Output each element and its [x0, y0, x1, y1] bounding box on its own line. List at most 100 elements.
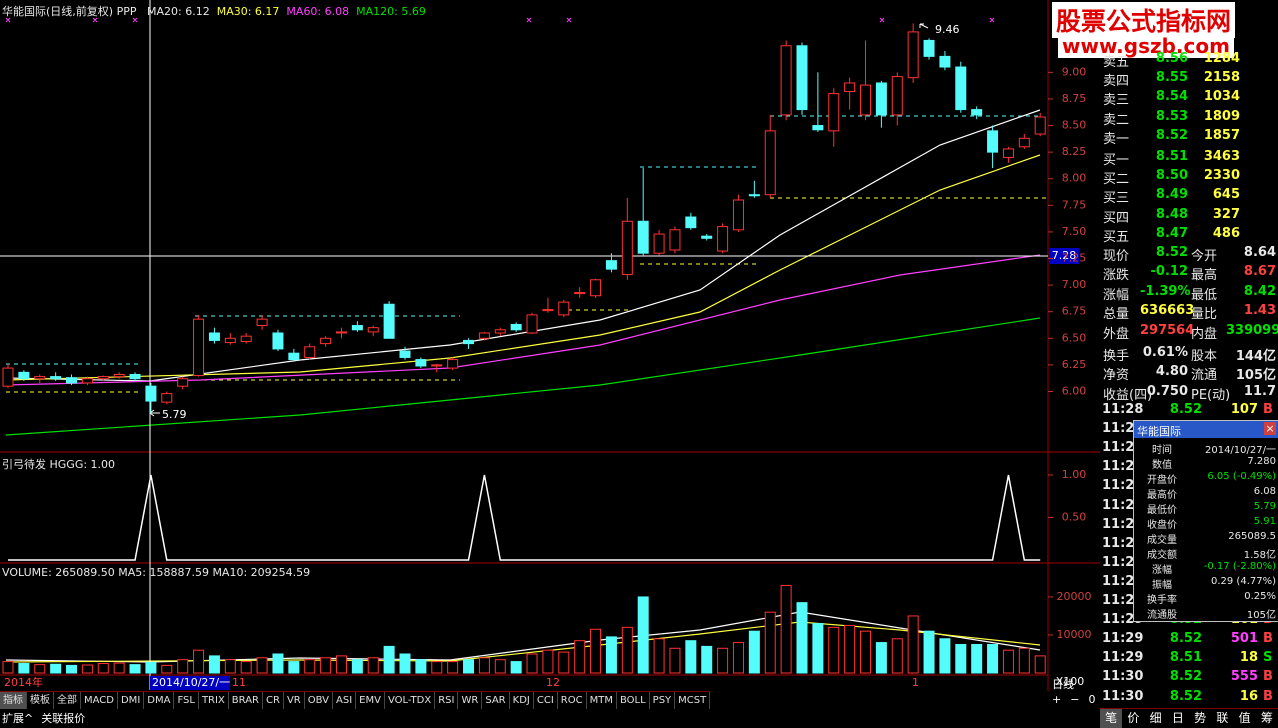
book-label: 买一	[1103, 153, 1130, 168]
zoom-reset[interactable]: 0	[1088, 693, 1096, 706]
tab[interactable]: 模板	[27, 692, 54, 709]
stat-label: 净资	[1103, 368, 1130, 384]
support-line	[6, 197, 1048, 393]
tab[interactable]: BRAR	[229, 692, 263, 709]
date-label: 2014年	[4, 675, 43, 689]
resistance-line	[6, 115, 1040, 365]
tab[interactable]: ROC	[558, 692, 587, 709]
popup-close[interactable]: ×	[1264, 422, 1276, 435]
popup-label: 成交量	[1147, 535, 1177, 546]
candle-body	[383, 303, 395, 339]
book-label: 卖五	[1103, 55, 1130, 70]
candle-body	[494, 329, 506, 334]
tab[interactable]: ASI	[333, 692, 357, 709]
tab[interactable]: SAR	[482, 692, 510, 709]
candle-body	[399, 350, 411, 358]
candle-body	[224, 337, 236, 344]
tab[interactable]: 联	[1216, 711, 1229, 725]
volume-bar	[177, 659, 189, 674]
bottom-tab[interactable]: 扩展^	[2, 712, 34, 725]
stat-value: 0.61%	[1142, 345, 1188, 360]
candle-body	[431, 364, 443, 367]
tab[interactable]: RSI	[435, 692, 459, 709]
volume-bar	[732, 642, 744, 674]
candle-body	[478, 332, 490, 339]
book-price: 8.55	[1155, 70, 1188, 86]
tab[interactable]: CR	[263, 692, 284, 709]
volume-bar	[320, 657, 332, 674]
bottom-tabs: 扩展^ 关联报价	[2, 710, 85, 726]
tab[interactable]: KDJ	[510, 692, 534, 709]
zoom-in[interactable]: +	[1052, 693, 1062, 706]
candle-body	[558, 301, 570, 316]
tab[interactable]: 笔	[1100, 709, 1123, 728]
tab[interactable]: FSL	[174, 692, 199, 709]
book-price: 8.52	[1155, 127, 1188, 143]
volume-bar	[701, 645, 713, 674]
book-label: 买二	[1103, 172, 1130, 188]
tab[interactable]: VOL-TDX	[385, 692, 436, 709]
volume-bar	[796, 602, 808, 674]
tab[interactable]: 细	[1149, 711, 1162, 725]
tick-time: 11:29	[1102, 631, 1144, 647]
candle-body	[510, 323, 522, 331]
candle-body	[748, 194, 760, 197]
tab[interactable]: 值	[1238, 711, 1251, 725]
bottom-tab[interactable]: 关联报价	[41, 712, 86, 725]
volume-bar	[987, 643, 999, 674]
popup-value: 6.05 (-0.49%)	[1207, 471, 1276, 482]
tab[interactable]: VR	[284, 692, 305, 709]
tab[interactable]: BOLL	[617, 692, 650, 709]
book-label: 买五	[1103, 229, 1130, 245]
volume-bar	[81, 664, 93, 674]
tab[interactable]: 价	[1127, 711, 1140, 725]
tab[interactable]: 筹	[1260, 711, 1273, 725]
tick-time: 11:28	[1102, 402, 1144, 417]
candle-body	[1018, 137, 1030, 148]
candle-body	[240, 335, 252, 342]
tab[interactable]: 势	[1194, 711, 1207, 725]
tick-volume: 555	[1230, 669, 1258, 685]
tab[interactable]: DMI	[118, 692, 145, 709]
tab[interactable]: OBV	[305, 692, 333, 709]
popup-label: 收盘价	[1147, 520, 1177, 531]
y-tick-label: 1.00	[1062, 468, 1087, 481]
y-tick-label: 7.00	[1062, 278, 1087, 291]
tab[interactable]: WR	[458, 692, 483, 709]
book-volume: 645	[1212, 187, 1240, 203]
volume-bar	[97, 662, 109, 674]
candle-body	[590, 279, 602, 297]
popup-value: 105亿	[1246, 610, 1276, 621]
chart-header: 华能国际(日线,前复权) PPP MA20: 6.12 MA30: 6.17 M…	[2, 3, 426, 19]
y-tick-label: 6.25	[1062, 358, 1087, 371]
candle-body	[145, 385, 157, 402]
tick-time: 11:30	[1102, 688, 1144, 704]
tab[interactable]: MACD	[81, 692, 118, 709]
tab[interactable]: CCI	[534, 692, 558, 709]
candle-body	[335, 331, 347, 334]
popup-title: 华能国际	[1137, 425, 1181, 438]
candle-body	[955, 66, 967, 111]
indicator-line	[8, 474, 1041, 561]
popup-label: 涨幅	[1152, 565, 1172, 576]
tab[interactable]: TRIX	[199, 692, 229, 709]
volume-bar	[50, 663, 62, 674]
zoom-out[interactable]: −	[1070, 693, 1080, 706]
period-label[interactable]: 日线	[1052, 678, 1074, 691]
ma20-line	[5, 109, 1041, 382]
tab[interactable]: DMA	[144, 692, 175, 709]
volume-bar	[574, 640, 586, 674]
tab[interactable]: MTM	[587, 692, 617, 709]
volume-bar	[494, 659, 506, 674]
tab[interactable]: PSY	[650, 692, 676, 709]
tab[interactable]: 全部	[54, 692, 81, 709]
tab[interactable]: 指标	[0, 692, 27, 709]
popup-label: 开盘价	[1147, 475, 1177, 486]
tab[interactable]: EMV	[356, 692, 385, 709]
stat-value: 105亿	[1235, 368, 1276, 384]
candle-body	[1034, 116, 1046, 135]
candle-body	[129, 373, 141, 380]
tab[interactable]: 日	[1171, 711, 1184, 725]
tab[interactable]: MCST	[675, 692, 711, 709]
volume-bar	[971, 643, 983, 674]
